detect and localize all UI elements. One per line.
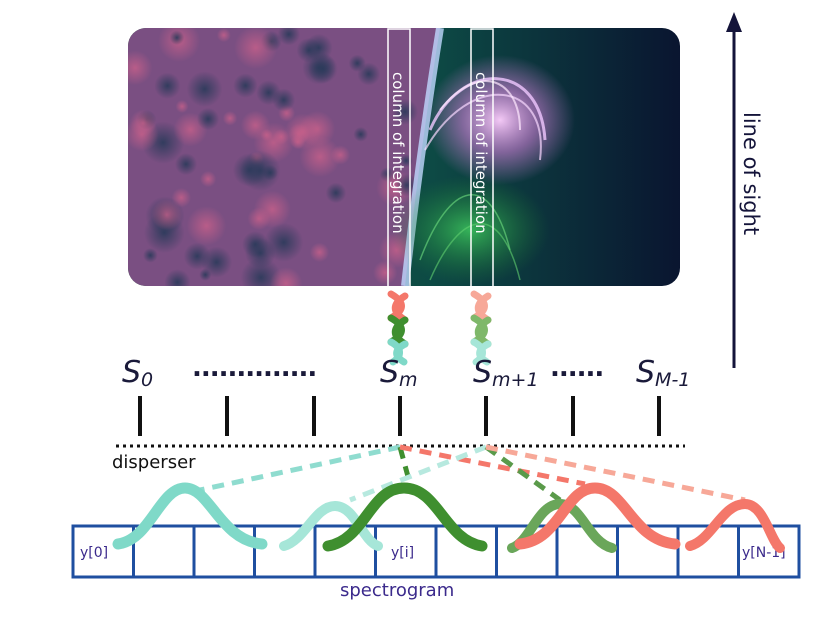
slit-dots-2: ......	[550, 353, 603, 383]
line-of-sight-arrow: line of sight	[726, 12, 763, 368]
column-label-1: column of integration	[389, 72, 407, 234]
slit-label-s0: S0	[122, 355, 153, 391]
solar-texture-spot	[240, 257, 282, 286]
slit-label-sm1: Sm+1	[473, 355, 539, 391]
solar-texture-spot	[233, 73, 258, 98]
column-label-2: column of integration	[472, 72, 490, 234]
solar-texture-spot	[169, 30, 185, 45]
cell-label-y0: y[0]	[80, 545, 108, 561]
solar-texture-spot	[325, 182, 347, 204]
slit-marks	[138, 396, 661, 436]
spectral-profiles	[112, 482, 785, 553]
disperser-label: disperser	[112, 452, 196, 473]
profile-teal-1	[112, 482, 268, 550]
integration-column-1: column of integration	[387, 28, 411, 288]
slit-label-sM1: SM-1	[636, 355, 690, 391]
solar-texture-spot	[154, 72, 181, 99]
solar-texture-spot	[196, 107, 220, 131]
emission-thread-1	[387, 290, 409, 366]
solar-texture-spot	[143, 247, 158, 263]
solar-texture-spot	[234, 28, 278, 70]
solar-texture-spot	[186, 206, 227, 246]
solar-texture-spot	[391, 98, 419, 125]
solar-texture-spot	[222, 111, 238, 126]
solar-texture-spot	[175, 99, 189, 113]
solar-texture-spot	[277, 28, 300, 46]
solar-texture-spot	[373, 260, 398, 285]
solar-texture-spot	[164, 269, 191, 286]
solar-texture-spot	[239, 150, 281, 192]
solar-texture-spot	[330, 145, 351, 165]
solar-texture-spot	[129, 109, 157, 137]
slit-labels: S0 .............. Sm Sm+1 ...... SM-1	[122, 353, 690, 391]
solar-texture-spot	[353, 126, 369, 142]
integration-column-2: column of integration	[470, 28, 494, 288]
profile-salmon-2	[685, 498, 785, 553]
spectrogram: y[0] y[i] y[N-1] spectrogram	[71, 524, 801, 601]
solar-texture-spot	[357, 62, 381, 86]
solar-texture-spot	[200, 170, 217, 188]
solar-texture-spot	[264, 222, 304, 262]
solar-texture-spot	[269, 267, 303, 286]
solar-texture-spot	[174, 153, 198, 176]
solar-texture-spot	[299, 110, 336, 147]
profile-teal-2	[279, 500, 383, 551]
solar-texture-spot	[309, 242, 330, 263]
profile-green-2	[507, 498, 617, 553]
solar-texture-spot	[186, 71, 223, 107]
line-of-sight-label: line of sight	[739, 112, 763, 235]
solar-texture-spot	[272, 88, 296, 112]
profile-green-1	[322, 482, 488, 552]
cell-label-yi: y[i]	[391, 545, 414, 561]
solar-texture-spot	[128, 50, 153, 86]
solar-texture-spot	[151, 199, 183, 231]
slit-dots-1: ..............	[192, 353, 316, 383]
solar-texture-spot	[299, 136, 341, 178]
emission-thread-2	[470, 290, 492, 366]
dispersion-rays	[199, 444, 746, 503]
solar-texture-spot	[302, 50, 336, 85]
solar-texture-spot	[290, 134, 306, 150]
slit-label-sm: Sm	[380, 355, 418, 391]
solar-texture-spot	[253, 190, 291, 228]
solar-texture-spot	[216, 28, 231, 43]
spectrogram-label: spectrogram	[340, 580, 454, 601]
profile-salmon-1	[514, 482, 681, 550]
solar-texture-spot	[200, 246, 233, 278]
